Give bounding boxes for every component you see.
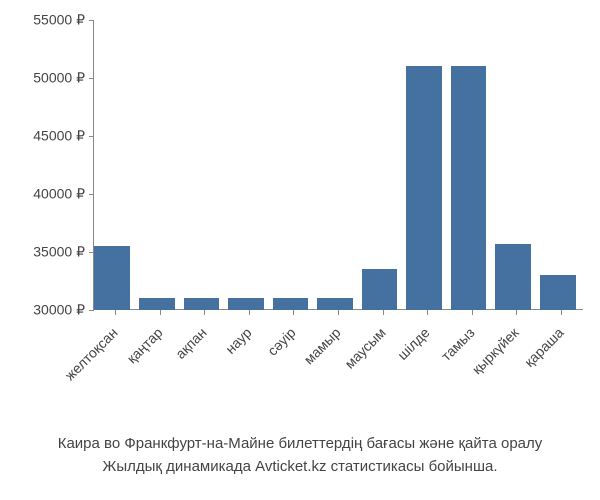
bar: [184, 298, 220, 310]
bar: [406, 66, 442, 310]
bar: [273, 298, 309, 310]
x-tick-mark: [516, 310, 517, 315]
bar: [495, 244, 531, 310]
y-tick-label: 50000 ₽: [5, 70, 85, 87]
bar: [540, 275, 576, 310]
x-tick-mark: [472, 310, 473, 315]
y-tick-label: 35000 ₽: [5, 244, 85, 261]
x-tick-mark: [115, 310, 116, 315]
y-tick-label: 30000 ₽: [5, 302, 85, 319]
x-tick-mark: [338, 310, 339, 315]
y-tick-label: 55000 ₽: [5, 12, 85, 29]
y-tick-mark: [89, 310, 94, 311]
bar: [228, 298, 264, 310]
caption-line-1: Каира во Франкфурт-на-Майне билеттердің …: [0, 433, 600, 456]
bar: [317, 298, 353, 310]
x-tick-mark: [561, 310, 562, 315]
bar: [94, 246, 130, 310]
x-tick-mark: [249, 310, 250, 315]
bar: [139, 298, 175, 310]
y-tick-label: 40000 ₽: [5, 186, 85, 203]
x-tick-mark: [160, 310, 161, 315]
bar: [451, 66, 487, 310]
plot-area: [90, 20, 580, 310]
x-tick-mark: [204, 310, 205, 315]
x-tick-mark: [383, 310, 384, 315]
bar: [362, 269, 398, 310]
caption-line-2: Жылдық динамикада Avticket.kz статистика…: [0, 456, 600, 479]
chart-caption: Каира во Франкфурт-на-Майне билеттердің …: [0, 433, 600, 478]
x-tick-mark: [427, 310, 428, 315]
x-tick-mark: [293, 310, 294, 315]
y-tick-label: 45000 ₽: [5, 128, 85, 145]
chart-container: 30000 ₽ 35000 ₽ 40000 ₽ 45000 ₽ 50000 ₽ 55000…: [0, 0, 600, 500]
